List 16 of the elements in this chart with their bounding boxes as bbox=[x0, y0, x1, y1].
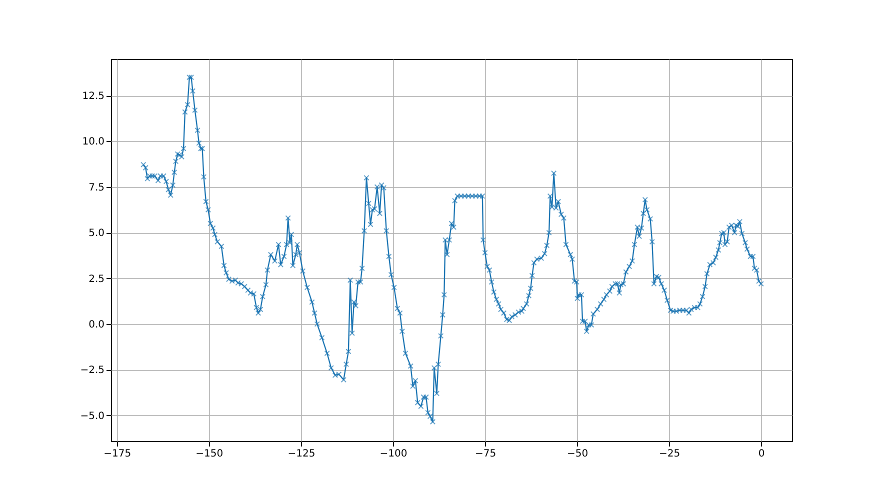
x-tick-label: −100 bbox=[380, 448, 408, 460]
y-tick-label: −5.0 bbox=[80, 410, 104, 422]
x-tick-label: 0 bbox=[758, 448, 765, 460]
x-tick-label: −50 bbox=[566, 448, 588, 460]
y-tick-label: 5.0 bbox=[88, 228, 104, 240]
x-tick-label: −75 bbox=[474, 448, 496, 460]
x-tick-label: −175 bbox=[104, 448, 132, 460]
x-tick-label: −125 bbox=[288, 448, 316, 460]
y-tick-label: 7.5 bbox=[88, 182, 104, 194]
x-tick-label: −150 bbox=[196, 448, 224, 460]
y-tick-label: 12.5 bbox=[82, 91, 104, 102]
x-tick-label: −25 bbox=[658, 448, 680, 460]
y-tick-label: 0.0 bbox=[88, 320, 104, 331]
y-tick-label: 10.0 bbox=[82, 136, 104, 148]
y-tick-label: −2.5 bbox=[80, 365, 104, 376]
y-tick-label: 2.5 bbox=[88, 274, 104, 285]
